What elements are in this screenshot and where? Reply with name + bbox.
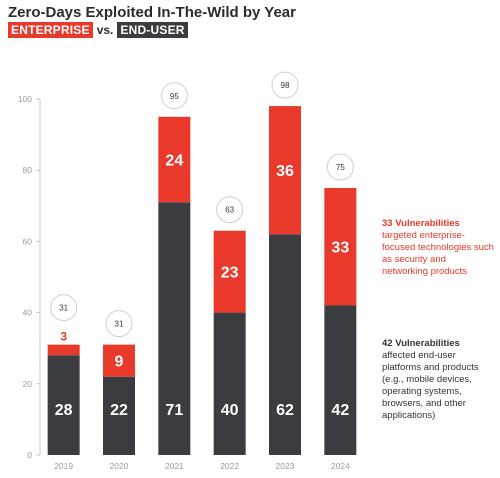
enterprise-tag: ENTERPRISE <box>8 22 93 38</box>
chart-title: Zero-Days Exploited In-The-Wild by Year <box>8 4 296 21</box>
chart-subtitle: ENTERPRISE vs. END-USER <box>8 22 188 38</box>
total-label: 98 <box>281 81 290 90</box>
total-bubble <box>160 82 188 110</box>
data-label-enterprise: 24 <box>165 153 183 170</box>
x-tick-label: 2023 <box>276 461 295 471</box>
bar-enterprise <box>324 188 357 306</box>
data-label-enterprise: 36 <box>276 163 294 180</box>
y-tick-label: 80 <box>23 165 33 175</box>
bar-enterprise <box>47 344 80 356</box>
bar-enterprise <box>213 230 246 313</box>
x-tick-label: 2020 <box>110 461 129 471</box>
total-label: 63 <box>225 206 234 215</box>
y-tick-label: 0 <box>27 450 32 460</box>
data-label-enduser: 28 <box>55 402 73 419</box>
total-label: 75 <box>336 163 345 172</box>
total-bubble <box>105 310 133 338</box>
total-label: 31 <box>115 320 124 329</box>
y-tick-label: 60 <box>23 236 33 246</box>
enduser-note: 42 Vulnerabilities affected end-user pla… <box>382 338 494 422</box>
y-tick-label: 40 <box>23 308 33 318</box>
data-label-enduser: 22 <box>110 402 128 419</box>
bar-enduser <box>213 312 246 455</box>
bar-enduser <box>324 305 357 455</box>
data-label-enterprise: 3 <box>60 330 67 344</box>
enduser-tag: END-USER <box>117 22 188 38</box>
y-tick-label: 20 <box>23 379 33 389</box>
data-label-enterprise: 9 <box>115 354 124 371</box>
enduser-note-headline: 42 Vulnerabilities <box>382 338 460 349</box>
bar-enduser <box>103 376 135 455</box>
data-label-enduser: 62 <box>276 402 294 419</box>
x-tick-label: 2024 <box>331 461 350 471</box>
y-tick-label: 100 <box>18 94 32 104</box>
total-bubble <box>216 196 244 224</box>
total-bubble <box>50 294 78 322</box>
bar-enduser <box>47 355 80 455</box>
bar-enterprise <box>103 344 135 377</box>
x-tick-label: 2021 <box>165 461 184 471</box>
total-label: 31 <box>59 304 68 313</box>
enterprise-note-body: targeted enterprise-focused technologies… <box>382 230 494 277</box>
vs-label: vs. <box>96 23 114 37</box>
bar-enterprise <box>269 106 301 235</box>
bar-enduser <box>269 234 301 455</box>
data-label-enterprise: 33 <box>331 240 349 257</box>
bar-enduser <box>158 202 191 455</box>
data-label-enduser: 42 <box>331 402 349 419</box>
total-bubble <box>326 153 354 181</box>
total-bubble <box>271 71 299 99</box>
enterprise-note-headline: 33 Vulnerabilities <box>382 218 460 229</box>
bar-enterprise <box>158 116 191 203</box>
total-label: 95 <box>170 92 179 101</box>
x-tick-label: 2022 <box>220 461 239 471</box>
enterprise-note: 33 Vulnerabilities targeted enterprise-f… <box>382 218 494 278</box>
data-label-enterprise: 23 <box>221 265 239 282</box>
data-label-enduser: 71 <box>165 402 183 419</box>
enduser-note-body: affected end-user platforms and products… <box>382 350 479 421</box>
x-tick-label: 2019 <box>54 461 73 471</box>
data-label-enduser: 40 <box>221 402 239 419</box>
